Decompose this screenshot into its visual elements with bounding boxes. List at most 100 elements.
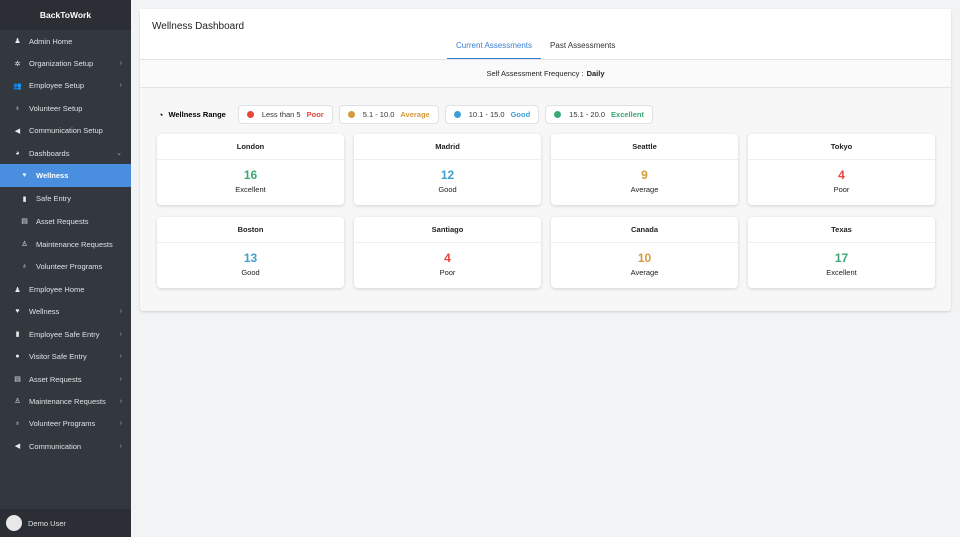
megaphone-icon: ◀	[14, 443, 21, 451]
wellness-status: Good	[438, 185, 457, 194]
wellness-score: 9	[641, 168, 648, 182]
status-dot	[554, 111, 562, 118]
sidebar-item-label: Wellness	[29, 307, 60, 317]
sidebar-item-communication-setup[interactable]: ◀ Communication Setup	[0, 120, 131, 142]
wellness-range-label: ◔ Wellness Range	[158, 109, 226, 120]
chevron-right-icon: ›	[119, 330, 122, 338]
user-tie-icon: ♟	[14, 38, 21, 46]
city-card-seattle[interactable]: Seattle 9 Average	[551, 134, 738, 205]
sidebar-item-visitor-safe-entry[interactable]: ● Visitor Safe Entry ›	[0, 346, 131, 368]
chevron-right-icon: ›	[119, 442, 122, 450]
door-icon: ▮	[15, 331, 20, 339]
city-name: Boston	[157, 217, 344, 243]
sidebar-item-wellness[interactable]: ♥ Wellness ›	[0, 301, 131, 323]
city-card-canada[interactable]: Canada 10 Average	[551, 217, 738, 288]
door-icon: ▮	[22, 195, 27, 203]
range-chip-poor: Less than 5 Poor	[237, 105, 333, 124]
megaphone-icon: ◀	[14, 127, 21, 135]
sidebar-item-label: Admin Home	[29, 36, 73, 46]
city-card-santiago[interactable]: Santiago 4 Poor	[354, 217, 541, 288]
city-card-tokyo[interactable]: Tokyo 4 Poor	[748, 134, 935, 205]
range-chip-average: 5.1 - 10.0 Average	[338, 105, 439, 124]
wellness-status: Poor	[439, 268, 456, 277]
wellness-status: Average	[630, 185, 659, 194]
chevron-right-icon: ›	[119, 308, 122, 316]
sidebar-nav: ♟ Admin Home ✲ Organization Setup › 👥 Employee…	[0, 30, 131, 457]
gear-icon: ✲	[14, 60, 21, 68]
city-card-boston[interactable]: Boston 13 Good	[157, 217, 344, 288]
range-level: Average	[400, 110, 430, 119]
assessment-frequency: Self Assessment Frequency : Daily	[140, 60, 951, 88]
heart-icon: ♥	[22, 172, 27, 180]
tab-current-assessments[interactable]: Current Assessments	[447, 37, 542, 59]
sidebar-item-label: Volunteer Programs	[36, 262, 103, 272]
sidebar-item-asset-requests[interactable]: ▤ Asset Requests ›	[0, 368, 131, 390]
sidebar-item-organization-setup[interactable]: ✲ Organization Setup ›	[0, 52, 131, 74]
wellness-score: 10	[637, 251, 652, 265]
sidebar-item-label: Maintenance Requests	[36, 239, 113, 249]
avatar	[6, 515, 22, 531]
city-card-texas[interactable]: Texas 17 Excellent	[748, 217, 935, 288]
sidebar-item-label: Visitor Safe Entry	[29, 352, 87, 362]
frequency-value: Daily	[586, 69, 605, 78]
wellness-score: 4	[838, 168, 845, 182]
sidebar-item-safe-entry[interactable]: ▮ Safe Entry	[0, 187, 131, 210]
city-name: London	[157, 134, 344, 160]
keyboard-icon: ▤	[21, 218, 28, 226]
users-icon: 👥	[13, 82, 22, 90]
user-icon: ●	[15, 353, 20, 361]
sidebar-item-maintenance-requests[interactable]: ♙ Maintenance Requests ›	[0, 390, 131, 412]
user-profile[interactable]: Demo User	[0, 509, 131, 537]
sidebar-item-employee-home[interactable]: ♟ Employee Home	[0, 278, 131, 300]
user-name: Demo User	[28, 518, 66, 528]
sidebar-item-maintenance-requests[interactable]: ♙ Maintenance Requests	[0, 233, 131, 256]
city-card-madrid[interactable]: Madrid 12 Good	[354, 134, 541, 205]
status-dot	[453, 111, 461, 118]
chevron-right-icon: ›	[119, 60, 122, 68]
range-value: 5.1 - 10.0	[362, 110, 395, 119]
sidebar-item-asset-requests[interactable]: ▤ Asset Requests	[0, 210, 131, 233]
page-header: Wellness Dashboard Current Assessments P…	[140, 9, 951, 60]
sidebar-item-label: Volunteer Setup	[29, 103, 83, 113]
gauge-icon: ◔	[158, 109, 164, 120]
worker-icon: ♙	[14, 398, 21, 406]
user-tie-icon: ♟	[14, 286, 21, 294]
chevron-right-icon: ›	[119, 375, 122, 383]
range-value: 15.1 - 20.0	[569, 110, 606, 119]
city-name: Texas	[748, 217, 935, 243]
sidebar-item-volunteer-programs[interactable]: ♁ Volunteer Programs	[0, 256, 131, 279]
main-panel: Wellness Dashboard Current Assessments P…	[140, 9, 951, 311]
wellness-status: Average	[630, 268, 659, 277]
wellness-score: 17	[834, 251, 849, 265]
wellness-score: 13	[243, 251, 258, 265]
sidebar-item-employee-setup[interactable]: 👥 Employee Setup ›	[0, 75, 131, 97]
sidebar-item-volunteer-programs[interactable]: ♁ Volunteer Programs ›	[0, 413, 131, 435]
brand-logo: BackToWork	[0, 0, 131, 30]
range-chip-excellent: 15.1 - 20.0 Excellent	[545, 105, 653, 124]
sidebar-item-label: Dashboards	[29, 148, 70, 158]
tabs: Current Assessments Past Assessments	[447, 37, 624, 59]
heart-icon: ♥	[15, 308, 20, 316]
wellness-status: Good	[241, 268, 260, 277]
wellness-status: Poor	[833, 185, 850, 194]
sidebar-item-label: Wellness	[36, 171, 69, 181]
sidebar: BackToWork ♟ Admin Home ✲ Organization Setu…	[0, 0, 131, 537]
sidebar-item-dashboards[interactable]: ◕ Dashboards ⌄	[0, 142, 131, 164]
city-card-london[interactable]: London 16 Excellent	[157, 134, 344, 205]
sidebar-item-volunteer-setup[interactable]: ♁ Volunteer Setup	[0, 97, 131, 119]
tab-past-assessments[interactable]: Past Assessments	[550, 41, 616, 50]
city-cards: London 16 Excellent Madrid 12 Good Seattle 9 Ave…	[157, 134, 951, 288]
sidebar-item-label: Maintenance Requests	[29, 396, 106, 406]
sidebar-item-communication[interactable]: ◀ Communication ›	[0, 435, 131, 457]
sidebar-item-admin-home[interactable]: ♟ Admin Home	[0, 30, 131, 52]
sidebar-item-label: Volunteer Programs	[29, 419, 96, 429]
pie-chart-icon: ◕	[15, 149, 20, 157]
range-value: 10.1 - 15.0	[468, 110, 505, 119]
sidebar-item-employee-safe-entry[interactable]: ▮ Employee Safe Entry ›	[0, 323, 131, 345]
sidebar-item-wellness[interactable]: ♥ Wellness	[0, 164, 131, 188]
range-level: Excellent	[611, 110, 644, 119]
sidebar-item-label: Communication	[29, 441, 82, 451]
sidebar-item-label: Employee Home	[29, 285, 85, 295]
city-name: Canada	[551, 217, 738, 243]
city-name: Seattle	[551, 134, 738, 160]
